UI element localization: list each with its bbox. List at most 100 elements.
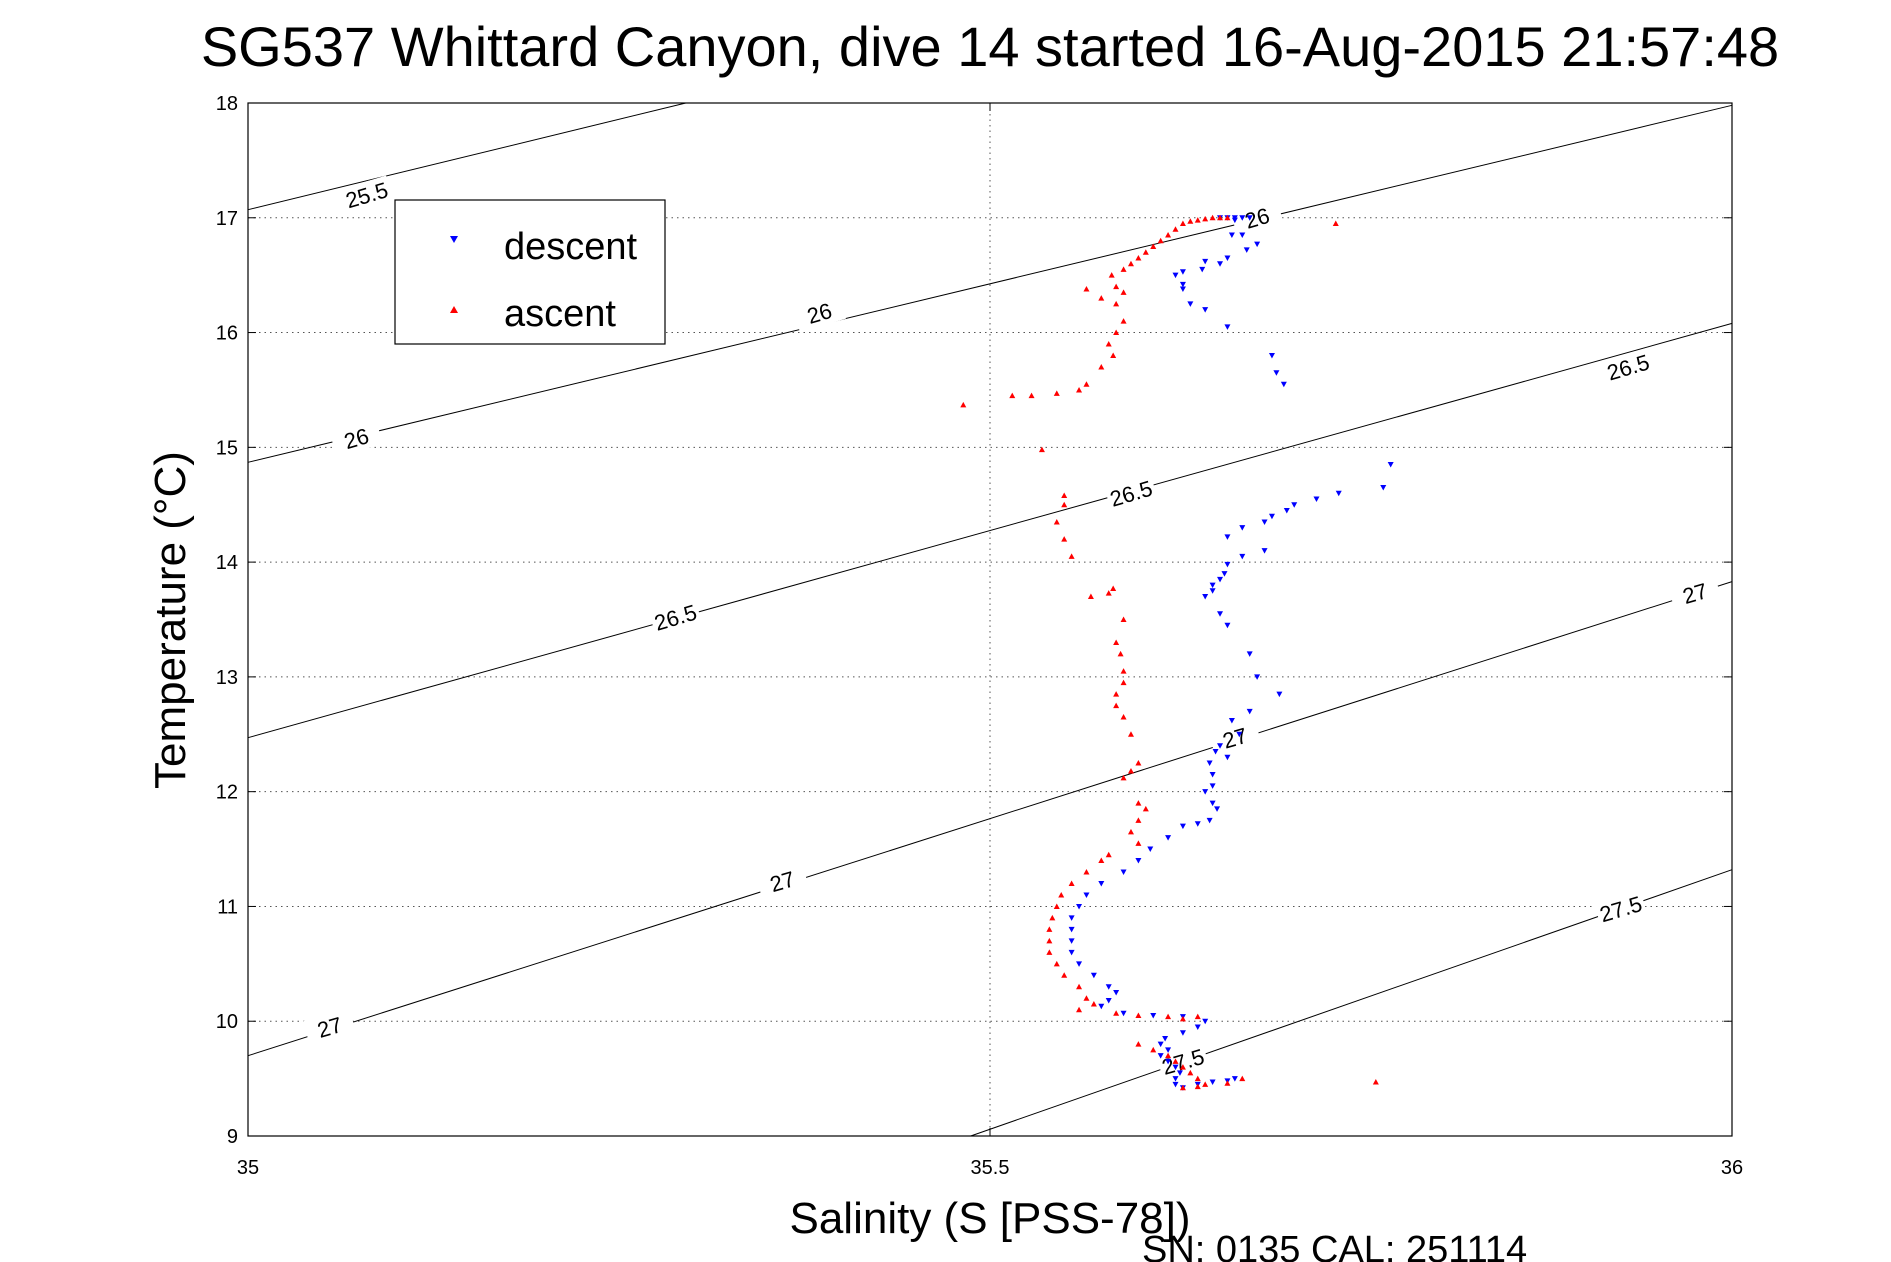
descent-point (1083, 892, 1090, 898)
descent-point (1276, 691, 1283, 698)
ascent-point (1113, 1010, 1120, 1016)
ascent-point (1076, 1006, 1083, 1013)
descent-point (1068, 926, 1075, 933)
ascent-point (1179, 1064, 1186, 1070)
descent-point (1209, 800, 1216, 807)
descent-point (1228, 718, 1235, 724)
descent-point (1150, 1012, 1157, 1019)
descent-point (1209, 588, 1216, 594)
contour-label-background (339, 175, 394, 215)
descent-point (1380, 485, 1387, 491)
ascent-point (1110, 585, 1117, 592)
x-axis-label: Salinity (S [PSS-78]) (789, 1194, 1190, 1243)
descent-point (1268, 513, 1275, 520)
descent-point (1246, 651, 1253, 657)
descent-point (1172, 1076, 1179, 1082)
y-tick-label: 10 (216, 1011, 238, 1033)
descent-point (1162, 1035, 1169, 1042)
ascent-point (1009, 392, 1016, 399)
descent-point (1224, 754, 1231, 761)
descent-point (1246, 215, 1253, 221)
ascent-point (1224, 1080, 1231, 1086)
descent-point (1231, 1076, 1238, 1082)
contour-label-background (1668, 573, 1722, 613)
contour-label-background (1230, 198, 1284, 238)
ascent-point (1202, 215, 1209, 222)
legend-descent-label: descent (504, 226, 638, 268)
contour-label-background (302, 1007, 357, 1047)
descent-point (1291, 502, 1298, 508)
descent-point (1243, 247, 1250, 253)
ascent-point (1117, 650, 1124, 657)
ascent-point (1142, 249, 1149, 255)
descent-point (1217, 611, 1224, 617)
contour-label-background (1208, 718, 1262, 757)
descent-point (1098, 880, 1105, 887)
descent-point (1239, 232, 1246, 238)
ascent-point (1187, 218, 1194, 224)
y-tick-label: 11 (217, 896, 238, 918)
descent-point (1105, 984, 1112, 990)
ascent-point (1120, 289, 1127, 295)
ascent-point (1076, 386, 1083, 393)
axis-ticks: 35 35.5 36 9 10 11 12 13 14 15 16 17 18 (216, 93, 1743, 1179)
ascent-point (1179, 1084, 1186, 1091)
data-series (960, 214, 1394, 1091)
descent-point (1217, 576, 1224, 583)
descent-point (1387, 462, 1394, 468)
descent-point (1224, 255, 1231, 261)
descent-point (1179, 1030, 1186, 1036)
ascent-point (1135, 817, 1142, 823)
descent-point (1209, 783, 1216, 789)
descent-point (1105, 998, 1112, 1004)
ascent-point (1332, 220, 1339, 227)
contour-label-background (792, 293, 847, 333)
contour-label-background (1104, 473, 1158, 513)
ascent-point (1120, 679, 1127, 686)
y-tick-label: 12 (216, 782, 238, 804)
descent-point (1202, 258, 1209, 265)
serial-calibration-info: SN: 0135 CAL: 251114 (1142, 1229, 1527, 1262)
ascent-point (1083, 285, 1090, 292)
ascent-point (1083, 381, 1090, 387)
ascent-point (1135, 1012, 1142, 1018)
ascent-point (1217, 214, 1224, 221)
descent-point (1209, 582, 1216, 589)
ascent-point (1224, 214, 1231, 221)
legend-box (394, 199, 666, 345)
descent-point (1176, 1070, 1183, 1076)
descent-point (1231, 217, 1238, 224)
ascent-point (1120, 616, 1127, 622)
ascent-point (1165, 231, 1172, 238)
descent-point (1239, 215, 1246, 221)
ascent-point (1127, 731, 1134, 737)
descent-point (1224, 622, 1231, 629)
descent-point (1147, 846, 1154, 853)
ascent-point (1372, 1079, 1379, 1085)
contour-line-26 (247, 104, 1733, 463)
ascent-point (1108, 272, 1115, 278)
descent-point (1246, 708, 1253, 715)
descent-point (1268, 353, 1275, 359)
descent-point (1165, 1047, 1172, 1053)
ascent-point (960, 401, 967, 408)
ascent-point (1110, 352, 1117, 359)
descent-point (1165, 835, 1172, 841)
y-tick-label: 18 (216, 93, 238, 115)
ascent-point (1165, 1052, 1172, 1059)
ascent-point (1179, 220, 1186, 227)
ascent-point (1113, 702, 1120, 709)
descent-point (1187, 301, 1194, 307)
ascent-point (1058, 891, 1065, 898)
ascent-point (1046, 949, 1053, 955)
descent-point (1172, 272, 1179, 279)
descent-point (1179, 269, 1186, 275)
ascent-point (1105, 851, 1112, 858)
legend-descent-marker (450, 236, 458, 243)
y-tick-label: 15 (216, 437, 238, 459)
ascent-point (1113, 691, 1120, 697)
ascent-point (1046, 926, 1053, 932)
ascent-point (1120, 266, 1127, 272)
descent-point (1068, 938, 1075, 944)
